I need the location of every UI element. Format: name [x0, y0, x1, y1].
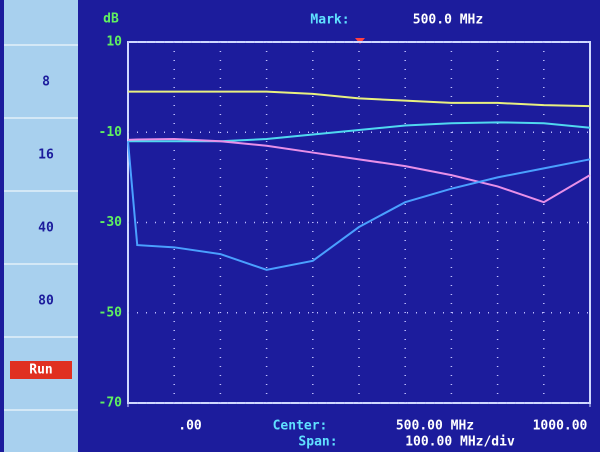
y-tick-label: -70	[99, 396, 123, 411]
center-label: Center:	[273, 419, 328, 434]
span-label: Span:	[298, 435, 337, 450]
trace	[128, 121, 591, 143]
y-axis-label: dB	[103, 12, 119, 27]
y-tick-label: -10	[99, 125, 123, 140]
run-button	[10, 361, 72, 379]
run-label[interactable]: Run	[29, 363, 52, 378]
y-tick-label: 10	[106, 35, 122, 50]
y-tick-label: -50	[99, 305, 123, 320]
center-value: 500.00 MHz	[396, 419, 474, 434]
mark-label: Mark:	[310, 13, 349, 28]
x-tick-label: .00	[178, 419, 202, 434]
trace	[127, 141, 591, 271]
mark-value: 500.0 MHz	[413, 13, 483, 28]
span-value: 100.00 MHz/div	[405, 435, 515, 450]
sidebar-item: 80	[38, 294, 54, 309]
trace	[127, 138, 591, 204]
trace	[128, 90, 591, 108]
sidebar-item: 16	[38, 148, 54, 163]
x-tick-label: 1000.00	[533, 419, 588, 434]
y-tick-label: -30	[99, 215, 123, 230]
sidebar-item: 40	[38, 221, 54, 236]
sidebar-item: 8	[42, 75, 50, 90]
